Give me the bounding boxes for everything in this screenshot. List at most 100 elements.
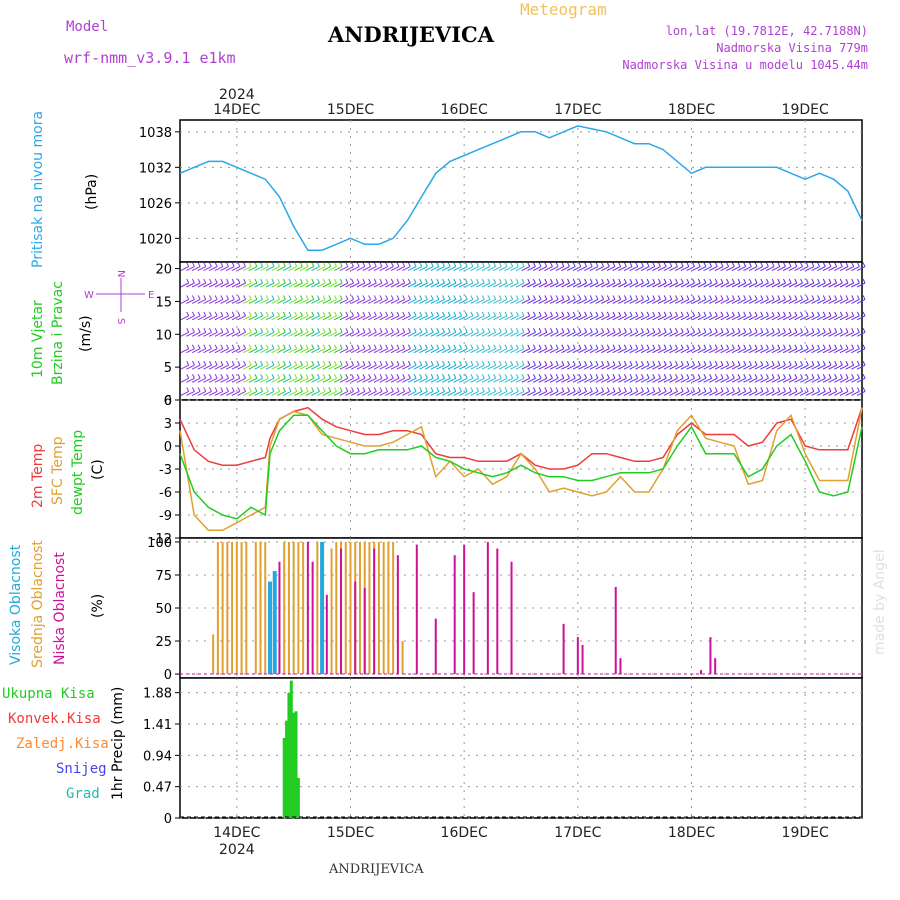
wind-barb-flag — [288, 360, 292, 366]
pressure-ytick-label: 1026 — [139, 197, 172, 212]
wind-barb-flag — [794, 387, 798, 392]
wind-barb-flag — [379, 311, 383, 317]
wind-barb — [419, 377, 428, 383]
wind-barb-flag — [635, 328, 639, 333]
wind-barb-flag — [197, 311, 201, 317]
wind-barb — [345, 298, 354, 304]
wind-barb — [493, 377, 502, 383]
wind-barb-flag — [862, 344, 866, 349]
wind-barb-flag — [191, 278, 195, 284]
wind-barb — [652, 377, 661, 383]
wind-barb — [521, 364, 530, 370]
wind-barb-flag — [737, 374, 741, 379]
wind-barb-flag — [396, 278, 400, 284]
wind-barb — [356, 364, 366, 370]
pressure-line — [179, 125, 863, 251]
wind-barb-flag — [265, 311, 269, 317]
wind-barb — [680, 364, 690, 370]
wind-barb — [714, 282, 724, 288]
wind-barb-flag — [589, 295, 593, 300]
wind-barb-flag — [470, 295, 474, 300]
wind-barb — [447, 298, 457, 304]
low-cloud-bar — [354, 581, 357, 675]
wind-barb-flag — [334, 311, 337, 317]
wind-barb — [368, 377, 377, 383]
wind-barb — [788, 348, 798, 354]
wind-barb-flag — [317, 387, 320, 392]
wind-barb-flag — [765, 387, 769, 392]
wind-barb-flag — [538, 295, 542, 300]
x-label-top: 17DEC — [554, 102, 601, 118]
wind-barb — [237, 282, 246, 288]
wind-barb — [379, 377, 388, 383]
wind-barb-flag — [561, 278, 565, 284]
wind-barb-flag — [709, 328, 713, 333]
wind-barb — [760, 331, 769, 337]
wind-barb — [424, 377, 434, 383]
wind-barb-flag — [243, 387, 247, 392]
wind-barb — [799, 348, 809, 354]
wind-barb-flag — [510, 295, 514, 300]
wind-barb — [299, 298, 309, 304]
wind-barb — [828, 282, 837, 288]
wind-barb-flag — [334, 262, 337, 267]
mid-cloud-bar — [221, 541, 224, 675]
wind-barb-flag — [692, 387, 696, 392]
wind-barb — [623, 364, 633, 370]
wind-barb — [703, 364, 712, 370]
wind-barb — [214, 298, 224, 304]
wind-barb — [487, 377, 496, 383]
mid-cloud-bar — [358, 541, 361, 675]
wind-barb-flag — [550, 262, 553, 267]
wind-barb-flag — [584, 262, 588, 267]
wind-barb-flag — [294, 328, 298, 333]
wind-barb — [521, 390, 530, 396]
wind-barb — [515, 377, 525, 383]
wind-barb-flag — [390, 328, 394, 333]
wind-barb-flag — [254, 311, 258, 317]
wind-barb-flag — [186, 328, 190, 333]
wind-barb — [191, 377, 201, 383]
wind-barb-flag — [595, 262, 599, 267]
wind-barb — [635, 266, 644, 272]
wind-barb-flag — [822, 387, 826, 392]
wind-barb — [737, 390, 746, 396]
wind-barb — [311, 390, 320, 396]
wind-barb-flag — [720, 387, 724, 392]
wind-barb — [629, 282, 638, 288]
wind-barb-flag — [214, 387, 218, 392]
wind-barb-flag — [805, 262, 809, 267]
wind-barb-flag — [743, 374, 747, 379]
wind-barb-flag — [521, 262, 525, 267]
wind-barb — [277, 348, 286, 354]
wind-barb — [294, 298, 303, 304]
wind-barb — [419, 282, 428, 288]
precip-ytick-label: 1.41 — [143, 718, 172, 733]
wind-barb — [441, 348, 451, 354]
wind-barb — [845, 266, 854, 272]
wind-barb-flag — [351, 360, 354, 366]
wind-barb-flag — [430, 328, 434, 333]
wind-barb — [436, 315, 445, 321]
wind-barb-flag — [442, 344, 445, 349]
wind-barb — [765, 331, 775, 337]
wind-barb — [663, 331, 673, 337]
wind-barb — [243, 377, 252, 383]
wind-barb-flag — [322, 262, 326, 267]
wind-barb-flag — [567, 311, 570, 317]
wind-barb — [424, 266, 434, 272]
wind-barb — [669, 282, 678, 288]
wind-barb — [379, 364, 388, 370]
wind-barb — [748, 282, 758, 288]
wind-barb-flag — [856, 387, 860, 392]
wind-barb — [680, 348, 690, 354]
wind-barb-flag — [390, 360, 394, 366]
wind-barb-flag — [407, 278, 411, 284]
wind-barb-flag — [652, 360, 656, 366]
wind-barb — [294, 377, 303, 383]
wind-barb-flag — [777, 328, 781, 333]
wind-barb — [674, 315, 684, 321]
wind-barb — [595, 266, 604, 272]
wind-barb — [305, 390, 314, 396]
wind-barb-flag — [720, 344, 724, 349]
